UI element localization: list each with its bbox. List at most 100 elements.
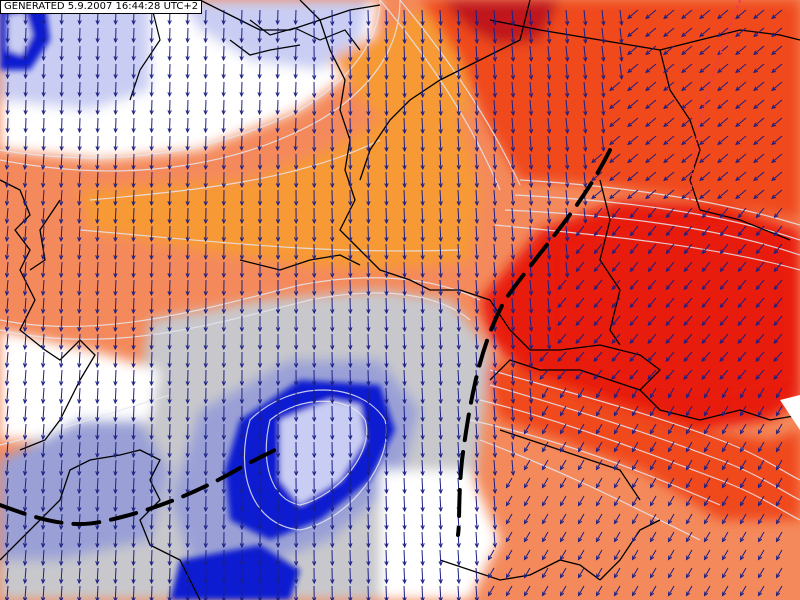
wind-arrow-head — [4, 363, 10, 369]
wind-arrow-head — [77, 38, 82, 44]
wind-arrow — [96, 171, 99, 188]
wind-arrow — [493, 369, 496, 385]
wind-arrow-head — [113, 92, 118, 98]
wind-arrow-head — [113, 309, 118, 315]
wind-arrow-head — [595, 465, 601, 471]
wind-arrow — [457, 9, 460, 26]
wind-arrow-head — [719, 303, 725, 309]
wind-arrow — [737, 297, 747, 308]
wind-arrow — [647, 333, 657, 344]
wind-arrow-head — [293, 201, 299, 207]
front-line-west — [0, 448, 277, 526]
wind-arrow-head — [366, 453, 371, 459]
wind-arrow-head — [330, 111, 335, 117]
wind-arrow-head — [149, 435, 154, 441]
wind-arrow-head — [474, 417, 479, 423]
wind-arrow-head — [113, 345, 118, 351]
wind-arrow-head — [239, 201, 245, 207]
wind-arrow-head — [593, 339, 599, 344]
wind-arrow-head — [719, 375, 724, 380]
wind-arrow — [683, 315, 693, 326]
wind-arrow-head — [510, 381, 516, 387]
wind-arrow — [96, 477, 99, 494]
wind-arrow-head — [564, 111, 570, 117]
wind-arrow — [6, 315, 9, 331]
wind-arrow-head — [113, 363, 118, 369]
wind-arrow — [439, 531, 442, 548]
wind-arrow — [457, 225, 460, 242]
wind-arrow — [475, 81, 478, 97]
wind-arrow-head — [420, 381, 425, 387]
wind-arrow-head — [577, 393, 583, 399]
wind-arrow-head — [366, 75, 371, 81]
wind-arrow-head — [149, 579, 154, 585]
wind-arrow-head — [627, 32, 633, 38]
wind-arrow — [738, 225, 747, 236]
wind-arrow — [612, 243, 621, 254]
wind-arrow-head — [647, 249, 653, 255]
wind-arrow-head — [203, 381, 208, 387]
wind-arrow — [132, 423, 135, 440]
wind-arrow-head — [203, 237, 208, 243]
wind-arrow-head — [438, 489, 443, 495]
wind-arrow-head — [402, 471, 407, 477]
wind-arrow-head — [348, 111, 353, 117]
wind-arrow-head — [528, 75, 534, 81]
wind-arrow-head — [23, 110, 28, 116]
wind-arrow-head — [717, 50, 723, 56]
wind-arrow-head — [564, 255, 570, 261]
wind-arrow — [511, 405, 514, 421]
wind-arrow-head — [22, 309, 28, 315]
wind-arrow-head — [559, 429, 565, 435]
wind-arrow — [511, 297, 514, 313]
wind-arrow-head — [703, 393, 709, 399]
wind-arrow — [740, 513, 747, 524]
wind-arrow-head — [239, 56, 244, 62]
wind-arrow — [627, 153, 639, 163]
wind-arrow — [457, 117, 460, 134]
wind-arrow-head — [492, 255, 498, 261]
wind-arrow — [665, 279, 675, 290]
wind-arrow-head — [22, 435, 28, 441]
wind-arrow — [701, 369, 711, 380]
wind-arrow — [524, 459, 531, 470]
wind-arrow-head — [510, 273, 516, 279]
wind-arrow-head — [5, 146, 10, 152]
wind-arrow — [735, 117, 747, 127]
wind-arrow-head — [456, 453, 461, 459]
wind-arrow-head — [474, 561, 479, 567]
wind-arrow — [773, 279, 783, 290]
wind-arrow-head — [293, 489, 299, 495]
wind-arrow-head — [4, 273, 10, 279]
wind-arrow-head — [330, 489, 335, 495]
wind-arrow-head — [629, 357, 635, 362]
wind-arrow-head — [645, 68, 651, 74]
wind-arrow-head — [293, 525, 299, 531]
wind-arrow — [609, 81, 621, 91]
wind-arrow — [511, 441, 514, 457]
wind-arrow-head — [293, 381, 299, 387]
wind-arrow — [114, 405, 117, 422]
wind-arrow — [493, 405, 496, 421]
wind-arrow — [704, 495, 711, 506]
wind-arrow-head — [402, 597, 407, 600]
wind-arrow-head — [577, 537, 583, 543]
wind-arrow-head — [663, 158, 669, 164]
wind-arrow — [403, 153, 406, 170]
wind-arrow-head — [221, 74, 226, 80]
wind-arrow-head — [721, 573, 727, 579]
wind-arrow-head — [185, 381, 190, 387]
wind-arrow-head — [203, 417, 208, 423]
wind-arrow — [524, 585, 531, 596]
wind-arrow-head — [131, 543, 136, 549]
wind-arrow — [647, 369, 657, 380]
wind-arrow-head — [402, 489, 407, 495]
wind-arrow-head — [575, 357, 581, 362]
wind-arrow — [593, 333, 603, 344]
wind-arrow — [475, 351, 478, 367]
wind-arrow — [758, 567, 765, 578]
wind-arrow-head — [721, 519, 727, 525]
wind-arrow-head — [293, 92, 298, 98]
wind-arrow-head — [311, 129, 317, 135]
wind-arrow-head — [438, 417, 443, 423]
